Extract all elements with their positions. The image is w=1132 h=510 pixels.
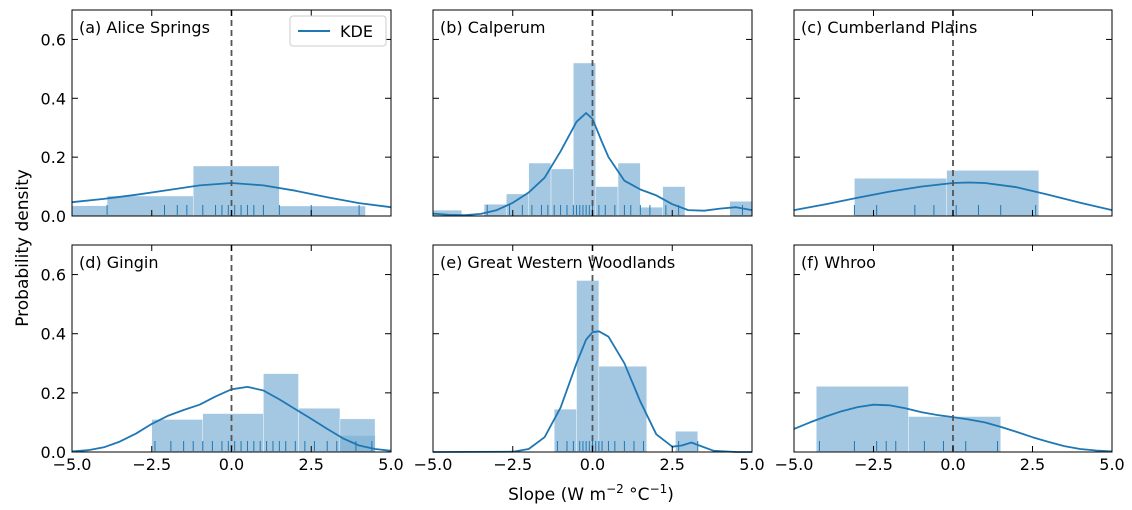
kde-line — [432, 112, 753, 217]
y-tick-label: 0.4 — [41, 325, 66, 344]
legend: KDE — [289, 15, 387, 47]
x-tick-label: 5.0 — [1099, 455, 1124, 474]
histogram-bar — [151, 419, 203, 453]
x-tick-label: 0.0 — [580, 455, 605, 474]
panel-title: (a) Alice Springs — [79, 18, 210, 37]
histogram-bar — [106, 195, 194, 217]
x-tick-label: 0.0 — [940, 455, 965, 474]
panels-group: 0.0 0.2 0.4 0.6 (a) Alice Springs (b) Calperu… — [41, 9, 1125, 474]
panel-title: (c) Cumberland Plains — [801, 18, 977, 37]
histogram-bar — [854, 178, 947, 217]
x-tick-label: 2.5 — [1020, 455, 1045, 474]
panel-1: (b) Calperum — [432, 9, 753, 217]
histogram-bar — [263, 373, 299, 453]
histogram-bar — [71, 205, 108, 217]
kde-line — [432, 330, 752, 453]
y-tick-label: 0.2 — [41, 148, 66, 167]
panel-title: (f) Whroo — [801, 253, 876, 272]
panel-0: 0.0 0.2 0.4 0.6 (a) Alice Springs — [41, 9, 392, 226]
histogram-bar — [816, 386, 909, 453]
x-axis-label-sup2: −1 — [650, 482, 668, 496]
y-tick-label: 0.6 — [41, 30, 66, 49]
x-axis-label-part3: ) — [667, 485, 674, 505]
histogram-bar — [576, 280, 600, 453]
x-tick-label: 5.0 — [378, 455, 403, 474]
x-tick-label: 0.0 — [219, 455, 244, 474]
panel-2: (c) Cumberland Plains — [793, 9, 1113, 217]
x-tick-label: 2.5 — [660, 455, 685, 474]
kde-line — [793, 181, 1113, 211]
x-axis-label-sup1: −2 — [606, 482, 624, 496]
x-tick-label: −2.5 — [132, 455, 171, 474]
y-tick-label: 0.4 — [41, 89, 66, 108]
x-tick-label: −2.5 — [493, 455, 532, 474]
histogram-bar — [598, 366, 647, 453]
y-axis-label: Probability density — [13, 169, 33, 327]
x-tick-label: −5.0 — [775, 455, 814, 474]
panel-4: −5.0 −2.5 0.0 2.5 5.0 (e) Great Western Woodl… — [414, 244, 765, 474]
x-axis-label-part1: Slope (W m — [508, 485, 606, 505]
histogram-bar — [640, 206, 663, 217]
y-tick-label: 0.0 — [41, 207, 66, 226]
x-tick-label: −5.0 — [414, 455, 453, 474]
panel-5: −5.0 −2.5 0.0 2.5 5.0 (f) Whroo — [775, 244, 1125, 474]
legend-kde-label: KDE — [340, 22, 373, 41]
y-tick-label: 0.0 — [41, 443, 66, 462]
y-tick-label: 0.6 — [41, 266, 66, 285]
histogram-bar — [193, 165, 280, 217]
x-tick-label: 5.0 — [739, 455, 764, 474]
x-tick-label: 2.5 — [299, 455, 324, 474]
panel-title: (b) Calperum — [440, 18, 545, 37]
legend-box — [289, 15, 387, 47]
panel-3: −5.0 −2.5 0.0 2.5 5.0 0.0 0.2 0.4 0.6 (d) Gingin — [41, 244, 404, 474]
x-axis-label-part2: °C — [624, 485, 650, 505]
histogram-bar — [617, 162, 641, 217]
x-axis-label: Slope (W m−2 °C−1) — [508, 482, 674, 505]
panel-title: (e) Great Western Woodlands — [440, 253, 675, 272]
histogram-bar — [908, 416, 1001, 453]
histogram-bar — [279, 205, 366, 217]
panel-title: (d) Gingin — [79, 253, 158, 272]
x-tick-label: −2.5 — [854, 455, 893, 474]
y-tick-label: 0.2 — [41, 384, 66, 403]
histogram-bar — [946, 170, 1040, 217]
x-tick-label: −5.0 — [53, 455, 92, 474]
